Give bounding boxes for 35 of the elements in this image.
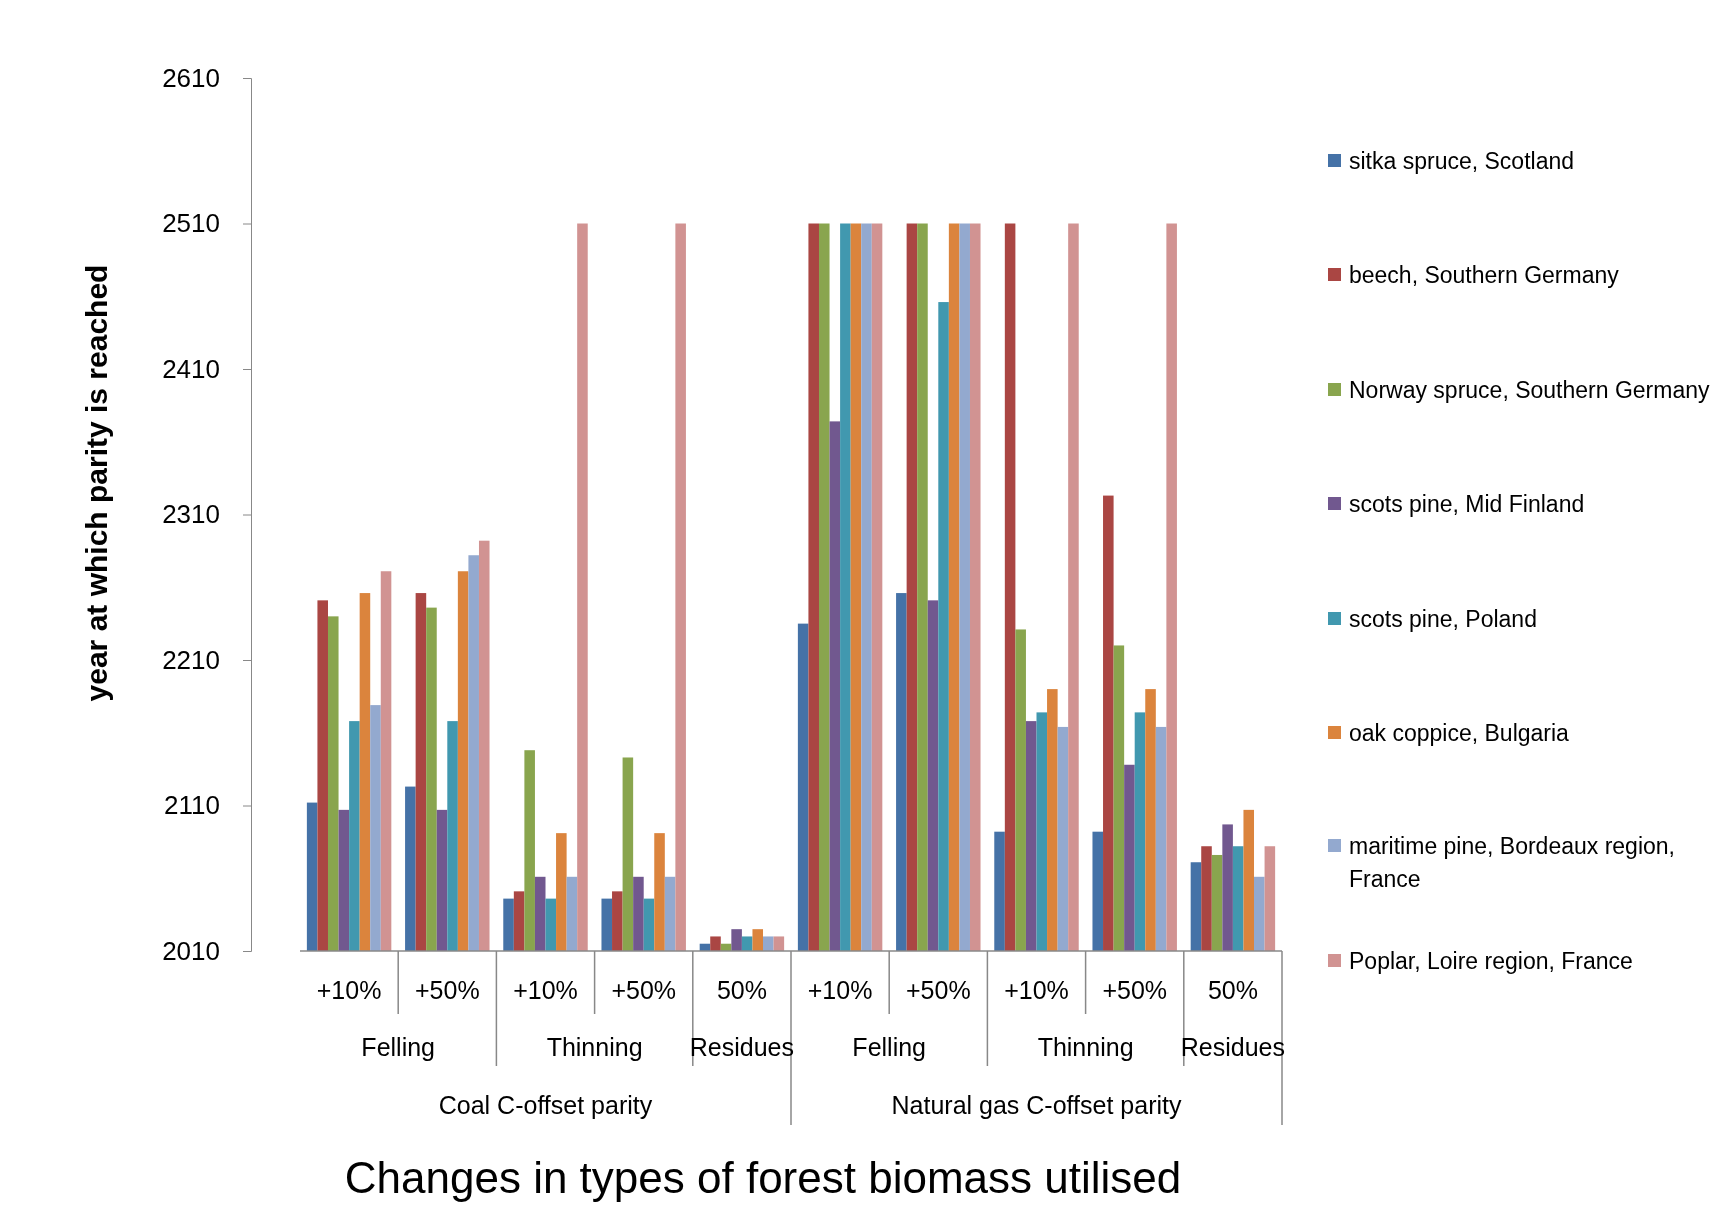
legend-label: Norway spruce, Southern Germany — [1349, 377, 1710, 403]
y-tick-label: 2610 — [162, 62, 220, 93]
legend-label: maritime pine, Bordeaux region, France — [1349, 833, 1675, 892]
legend-label: scots pine, Mid Finland — [1349, 491, 1585, 517]
x-tick-label: 50% — [1207, 976, 1258, 1004]
text: Coal C-offset parity — [438, 1091, 653, 1119]
y-tick-label: 2110 — [164, 790, 220, 821]
text: Felling — [852, 1033, 927, 1061]
x-tick-label: +50% — [414, 976, 480, 1004]
x-tick-label: +10% — [807, 976, 873, 1004]
y-tick-label: 2410 — [162, 353, 220, 384]
legend-label: sitka spruce, Scotland — [1349, 148, 1575, 174]
text: Residues — [689, 1033, 795, 1061]
y-tick-label: 2510 — [162, 208, 220, 239]
text: Thinning — [1037, 1033, 1134, 1061]
x-tick-label: +50% — [1102, 976, 1168, 1004]
y-tick-label: 2010 — [162, 935, 220, 966]
text: Felling — [361, 1033, 436, 1061]
text: Residues — [1180, 1033, 1286, 1061]
text: Thinning — [546, 1033, 643, 1061]
legend-label: oak coppice, Bulgaria — [1349, 720, 1570, 746]
x-tick-label: +50% — [611, 976, 677, 1004]
legend-label: Poplar, Loire region, France — [1349, 948, 1633, 974]
x-tick-label: +10% — [316, 976, 382, 1004]
legend-label: beech, Southern Germany — [1349, 262, 1620, 288]
x-tick-label: +50% — [905, 976, 971, 1004]
y-tick-label: 2210 — [162, 644, 220, 675]
text: Natural gas C-offset parity — [891, 1091, 1182, 1119]
legend-label: scots pine, Poland — [1349, 606, 1537, 632]
x-tick-label: +10% — [513, 976, 578, 1004]
x-tick-label: +10% — [1004, 976, 1069, 1004]
y-axis-title: year at which parity is reached — [80, 264, 113, 702]
y-tick-label: 2310 — [162, 499, 220, 530]
x-tick-label: 50% — [716, 976, 767, 1004]
x-axis-title: Changes in types of forest biomass utilised — [344, 1153, 1182, 1202]
